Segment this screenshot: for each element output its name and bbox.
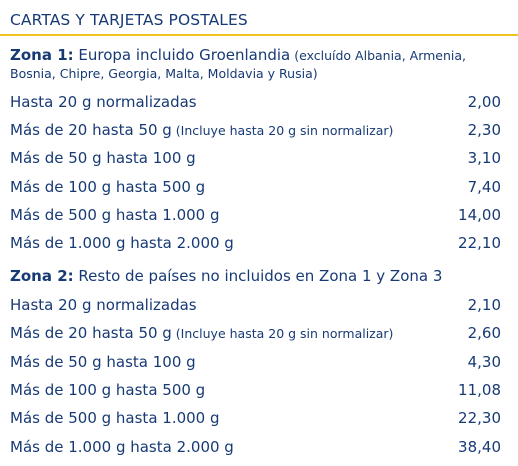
price: 2,60 — [467, 324, 501, 342]
rate-row: Más de 50 g hasta 100 g 3,10 — [10, 148, 501, 168]
price: 22,10 — [458, 234, 501, 252]
title-divider — [0, 34, 518, 36]
zone-1-title: Europa incluido Groenlandia — [73, 46, 291, 64]
weight-range: Hasta 20 g normalizadas — [10, 296, 197, 314]
rate-row: Más de 50 g hasta 100 g 4,30 — [10, 352, 501, 372]
weight-range: Más de 500 g hasta 1.000 g — [10, 206, 220, 224]
zone-1-exclusions-note-cont: Bosnia, Chipre, Georgia, Malta, Moldavia… — [10, 66, 318, 81]
rate-row: Hasta 20 g normalizadas 2,00 — [10, 92, 501, 112]
price: 11,08 — [458, 381, 501, 399]
rate-row: Más de 500 g hasta 1.000 g 22,30 — [10, 408, 501, 428]
price: 3,10 — [467, 149, 501, 167]
zone-2-label: Zona 2: — [10, 267, 74, 285]
price: 7,40 — [467, 178, 501, 196]
rate-row: Más de 1.000 g hasta 2.000 g 38,40 — [10, 437, 501, 457]
price: 14,00 — [458, 206, 501, 224]
weight-range: Más de 100 g hasta 500 g — [10, 178, 206, 196]
zone-1-heading: Zona 1: Europa incluido Groenlandia (exc… — [10, 46, 510, 82]
zone-2-title: Resto de países no incluidos en Zona 1 y… — [73, 267, 443, 285]
rate-row: Más de 20 hasta 50 g (Incluye hasta 20 g… — [10, 323, 501, 343]
weight-range: Más de 50 g hasta 100 g — [10, 353, 196, 371]
rate-row: Más de 500 g hasta 1.000 g 14,00 — [10, 205, 501, 225]
weight-range: Más de 1.000 g hasta 2.000 g — [10, 438, 234, 456]
weight-range: Más de 1.000 g hasta 2.000 g — [10, 234, 234, 252]
zone-1-exclusions-note: (excluído Albania, Armenia, — [290, 48, 467, 63]
price: 2,10 — [467, 296, 501, 314]
weight-range: Más de 500 g hasta 1.000 g — [10, 409, 220, 427]
zone-1-label: Zona 1: — [10, 46, 74, 64]
rate-row: Más de 100 g hasta 500 g 11,08 — [10, 380, 501, 400]
weight-range: Más de 100 g hasta 500 g — [10, 381, 206, 399]
price: 38,40 — [458, 438, 501, 456]
weight-range: Más de 20 hasta 50 g (Incluye hasta 20 g… — [10, 324, 394, 342]
section-title: CARTAS Y TARJETAS POSTALES — [10, 11, 248, 29]
zone-2-heading: Zona 2: Resto de países no incluidos en … — [10, 267, 510, 286]
price: 22,30 — [458, 409, 501, 427]
rate-row: Más de 20 hasta 50 g (Incluye hasta 20 g… — [10, 120, 501, 140]
price: 4,30 — [467, 353, 501, 371]
price: 2,30 — [467, 121, 501, 139]
rate-row: Más de 100 g hasta 500 g 7,40 — [10, 177, 501, 197]
price: 2,00 — [467, 93, 501, 111]
weight-range: Más de 50 g hasta 100 g — [10, 149, 196, 167]
weight-range: Más de 20 hasta 50 g (Incluye hasta 20 g… — [10, 121, 394, 139]
rate-row: Más de 1.000 g hasta 2.000 g 22,10 — [10, 233, 501, 253]
rate-row: Hasta 20 g normalizadas 2,10 — [10, 295, 501, 315]
weight-range: Hasta 20 g normalizadas — [10, 93, 197, 111]
weight-note: (Incluye hasta 20 g sin normalizar) — [171, 123, 394, 138]
weight-note: (Incluye hasta 20 g sin normalizar) — [171, 326, 394, 341]
